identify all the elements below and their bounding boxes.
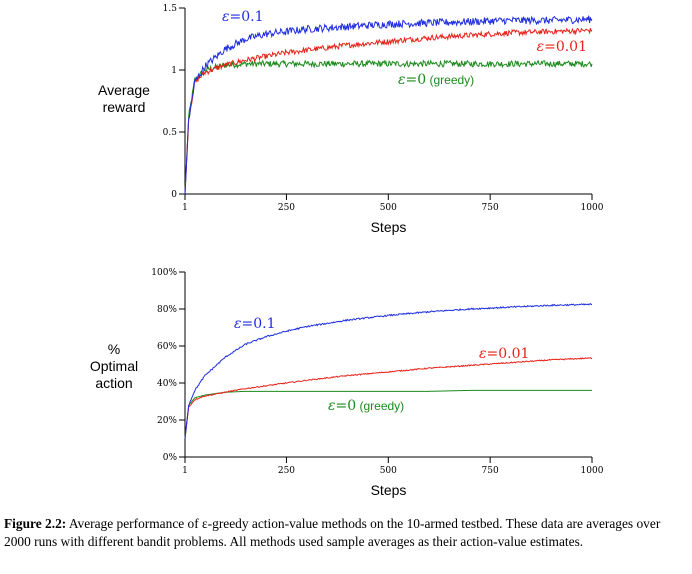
y-tick-label: 40% bbox=[157, 379, 177, 389]
y-tick-label: 1.5 bbox=[163, 4, 178, 14]
x-tick-label: 750 bbox=[482, 203, 499, 213]
caption-label: Figure 2.2: bbox=[4, 516, 67, 531]
y-tick-label: 0% bbox=[163, 453, 178, 463]
series-label: ε=0 (greedy) bbox=[328, 398, 404, 414]
x-tick-label: 1 bbox=[182, 203, 188, 213]
y-tick-label: 60% bbox=[157, 342, 177, 352]
series-label: ε=0.1 bbox=[234, 316, 276, 332]
x-tick-label: 1000 bbox=[581, 203, 604, 213]
y-axis-label: Average bbox=[98, 82, 150, 98]
chart-2: 0% 20% 40% 60% 80% 100% 1 250 500 750 1000 Steps%Op… bbox=[90, 268, 604, 498]
series-label: ε=0.01 bbox=[479, 346, 529, 362]
y-axis-label: reward bbox=[103, 99, 146, 115]
x-tick-label: 250 bbox=[278, 466, 295, 476]
series-line bbox=[184, 27, 593, 195]
caption-text: Average performance of ε-greedy action-v… bbox=[4, 516, 661, 549]
figure-caption: Figure 2.2: Average performance of ε-gre… bbox=[4, 515, 690, 550]
x-axis-label: Steps bbox=[371, 219, 407, 235]
x-axis-label: Steps bbox=[371, 482, 407, 498]
x-tick-label: 1000 bbox=[581, 466, 604, 476]
series-label: ε=0 (greedy) bbox=[398, 72, 474, 88]
x-tick-label: 1 bbox=[182, 466, 188, 476]
chart-1: 0 0.5 1 1.5 1 250 500 750 1000 Steps Averagereward… bbox=[98, 4, 604, 235]
y-tick-label: 0.5 bbox=[163, 128, 178, 138]
series-label: ε=0.01 bbox=[537, 39, 587, 55]
y-tick-label: 100% bbox=[151, 268, 177, 278]
y-tick-label: 0 bbox=[171, 190, 177, 200]
x-tick-label: 500 bbox=[380, 203, 397, 213]
x-tick-label: 250 bbox=[278, 203, 295, 213]
figure-2-2: 0 0.5 1 1.5 1 250 500 750 1000 Steps Averagereward… bbox=[90, 4, 604, 498]
series-label: ε=0.1 bbox=[222, 9, 264, 25]
series-line bbox=[184, 59, 593, 195]
x-tick-label: 750 bbox=[482, 466, 499, 476]
y-axis-label: action bbox=[95, 375, 132, 391]
series-line bbox=[184, 15, 593, 195]
y-tick-label: 1 bbox=[171, 66, 177, 76]
y-axis-label: Optimal bbox=[90, 358, 138, 374]
series-line bbox=[184, 357, 593, 439]
y-axis-label: % bbox=[108, 341, 120, 357]
y-tick-label: 80% bbox=[157, 305, 177, 315]
series-line bbox=[184, 303, 593, 439]
y-tick-label: 20% bbox=[157, 416, 177, 426]
x-tick-label: 500 bbox=[380, 466, 397, 476]
series-line bbox=[184, 389, 592, 439]
